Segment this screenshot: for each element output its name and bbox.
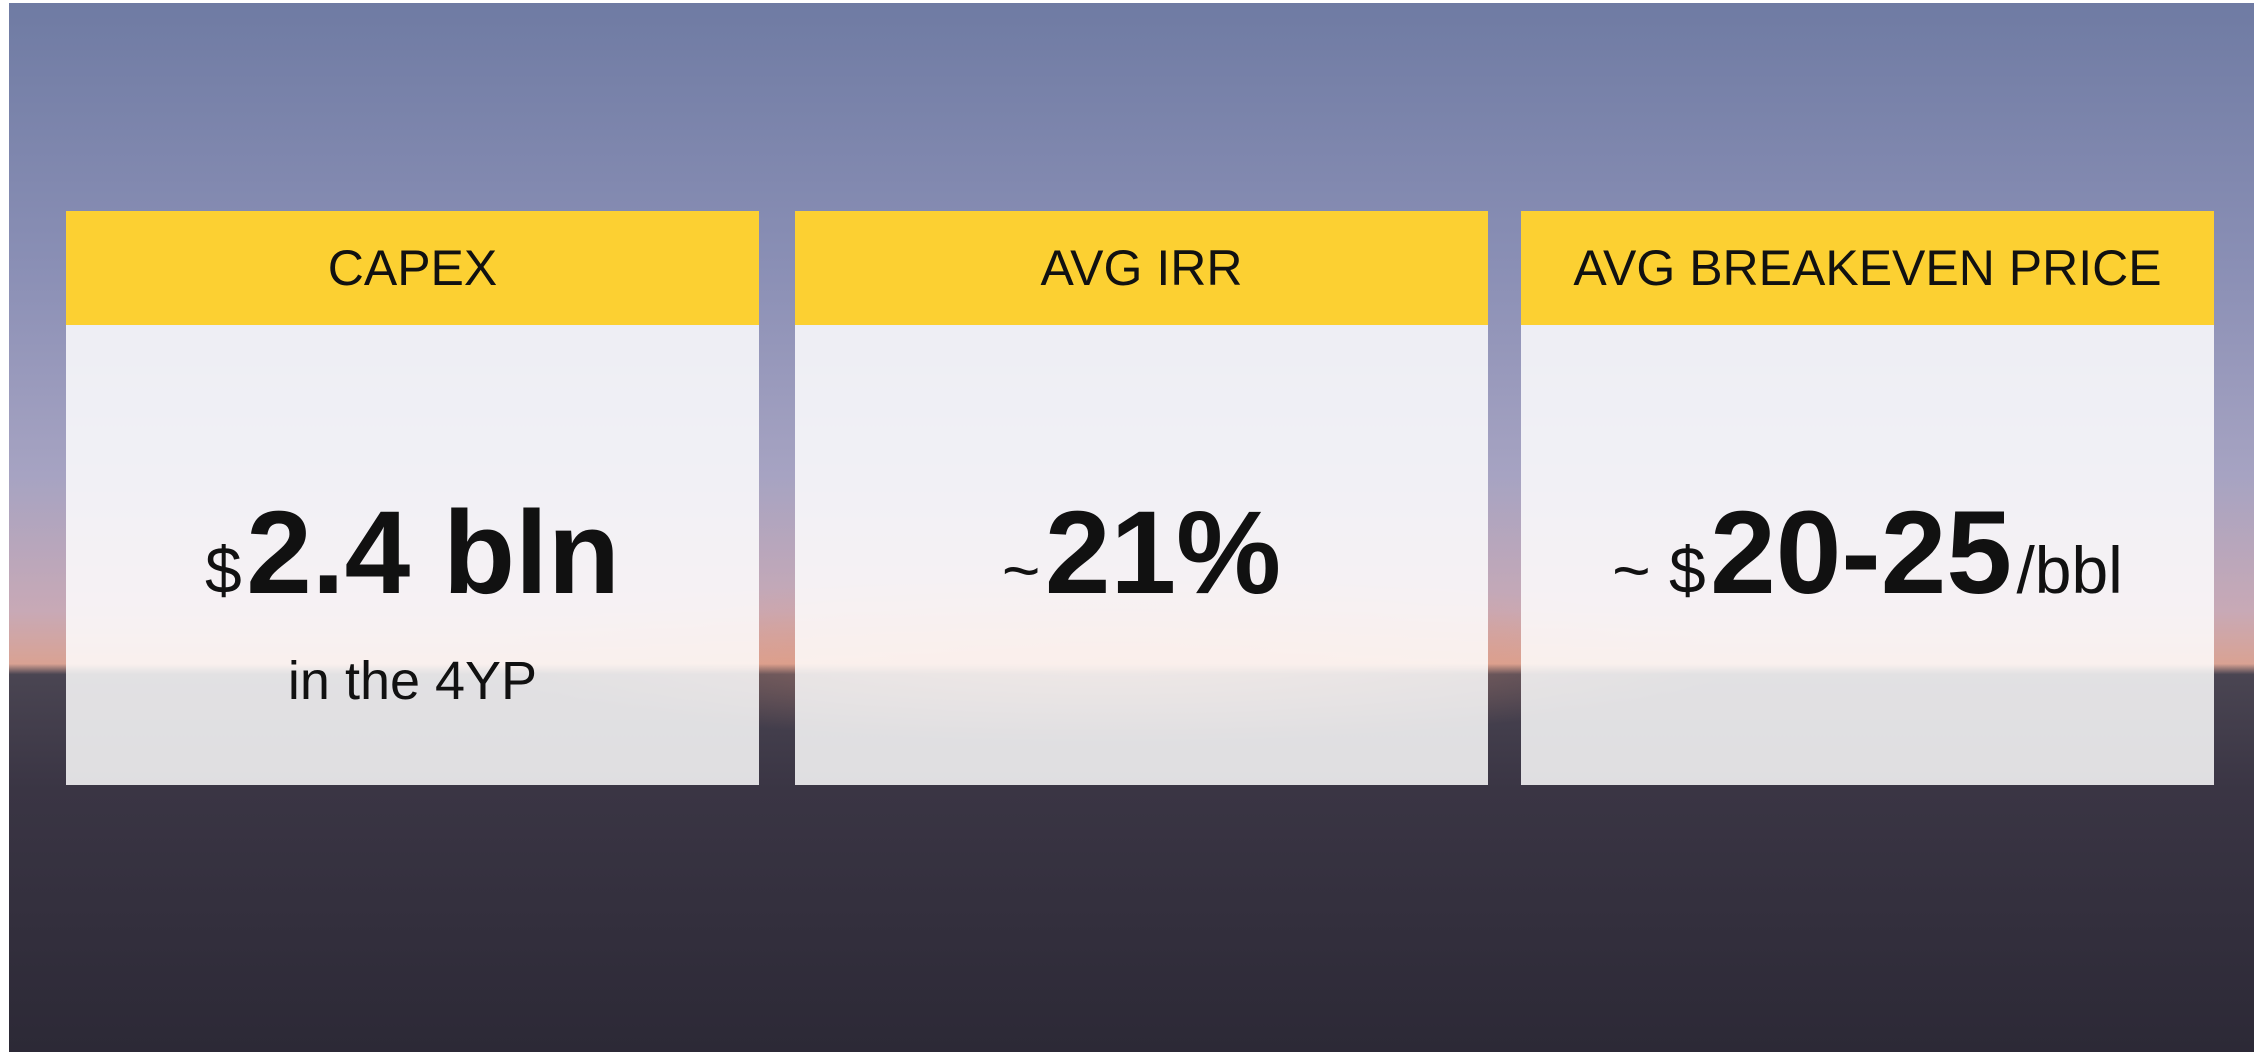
- kpi-value: 20-25: [1710, 487, 2012, 619]
- kpi-value-line: ~ 21%: [795, 485, 1488, 621]
- card-body: ~ 21%: [795, 325, 1488, 785]
- kpi-prefix: $: [205, 533, 242, 607]
- card-body: ~ $ 20-25 /bbl: [1521, 325, 2214, 785]
- slide-background: CAPEX $ 2.4 bln in the 4YP AVG IRR ~ 21%…: [9, 3, 2254, 1052]
- card-header: AVG IRR: [795, 211, 1488, 325]
- card-body: $ 2.4 bln in the 4YP: [66, 325, 759, 785]
- kpi-value-line: ~ $ 20-25 /bbl: [1521, 485, 2214, 621]
- kpi-card: AVG BREAKEVEN PRICE ~ $ 20-25 /bbl: [1521, 211, 2214, 785]
- kpi-note: in the 4YP: [287, 651, 538, 711]
- kpi-value-line: $ 2.4 bln: [66, 485, 759, 621]
- kpi-card: AVG IRR ~ 21%: [795, 211, 1488, 785]
- kpi-prefix: ~ $: [1612, 533, 1706, 607]
- kpi-value: 2.4 bln: [246, 487, 620, 619]
- card-header: CAPEX: [66, 211, 759, 325]
- kpi-value: 21%: [1044, 487, 1282, 619]
- kpi-suffix: /bbl: [2016, 533, 2123, 607]
- kpi-prefix: ~: [1001, 533, 1041, 607]
- kpi-card: CAPEX $ 2.4 bln in the 4YP: [66, 211, 759, 785]
- card-header: AVG BREAKEVEN PRICE: [1521, 211, 2214, 325]
